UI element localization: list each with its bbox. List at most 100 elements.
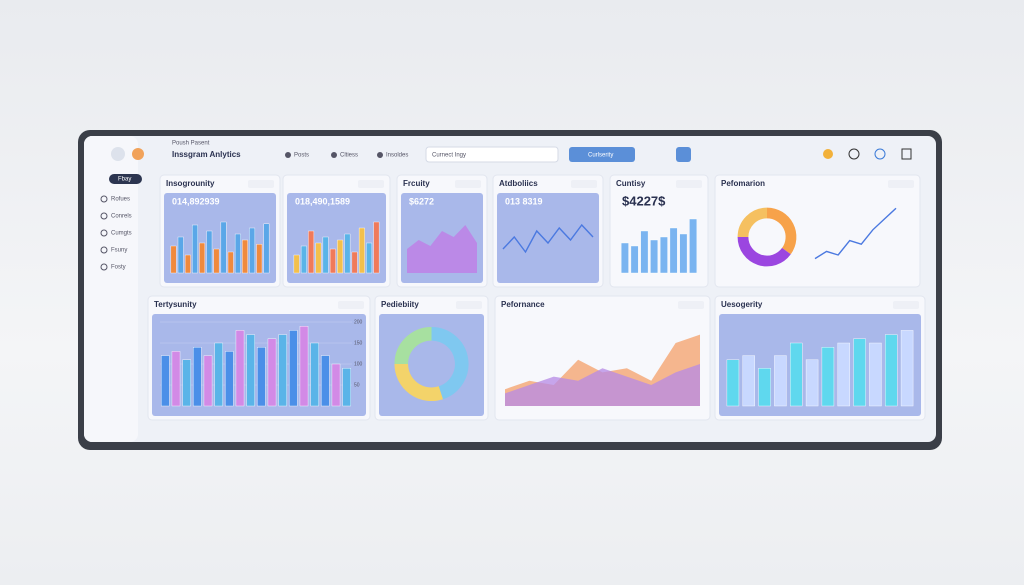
nav-item[interactable]: Insoldes <box>386 153 408 159</box>
bar <box>689 218 698 274</box>
bar <box>351 251 358 274</box>
settings-icon[interactable] <box>901 148 912 160</box>
bar <box>900 330 914 407</box>
bar <box>853 338 866 407</box>
bar <box>203 355 213 407</box>
panel-title: Pefomarion <box>721 179 765 188</box>
notify-icon[interactable] <box>874 148 886 160</box>
bar <box>308 230 315 274</box>
sidebar-icon <box>100 212 108 220</box>
sidebar-icon <box>100 246 108 254</box>
sidebar-badge[interactable] <box>109 174 142 184</box>
bar <box>177 236 184 274</box>
chart-area <box>164 193 276 283</box>
panel-title: Insogrounity <box>166 179 215 188</box>
bar <box>321 355 330 407</box>
bar <box>322 236 329 274</box>
donut-segment <box>394 363 443 402</box>
bar <box>669 227 678 274</box>
panel-title: Frcuity <box>403 179 430 188</box>
bar <box>227 251 234 274</box>
sidebar-item[interactable]: Cumgts <box>111 231 132 237</box>
panel-menu[interactable] <box>248 180 274 188</box>
star-icon[interactable] <box>823 149 833 159</box>
bar <box>170 245 177 274</box>
bar <box>171 351 181 407</box>
kpi-value: $6272 <box>409 196 434 206</box>
bar <box>184 254 191 274</box>
bar <box>679 233 688 274</box>
y-tick-label: 150 <box>354 340 363 346</box>
bar <box>342 368 351 407</box>
bar <box>182 359 191 407</box>
panel-title: Tertysunity <box>154 300 197 309</box>
panel-menu[interactable] <box>678 301 704 309</box>
sidebar-item[interactable]: Rofues <box>111 197 130 203</box>
bar <box>774 355 787 407</box>
bar <box>246 334 255 407</box>
bar <box>242 239 248 274</box>
search-text: Curnect Ingy <box>432 153 466 159</box>
nav-item[interactable]: Cltiess <box>340 153 358 159</box>
area <box>505 364 700 406</box>
bar <box>256 243 263 274</box>
back-button[interactable] <box>111 147 125 161</box>
sidebar-item[interactable]: Conrels <box>111 214 132 220</box>
chart-area <box>497 193 599 283</box>
donut-segment <box>737 236 791 267</box>
bar <box>225 351 234 407</box>
bar <box>234 233 241 274</box>
panel-menu[interactable] <box>456 301 482 309</box>
app-title: Inssgram Anlytics <box>172 150 241 159</box>
kpi-value: 018,490,1589 <box>295 196 350 206</box>
bar <box>869 342 882 407</box>
bar <box>213 248 220 274</box>
panel-menu[interactable] <box>571 180 597 188</box>
bar <box>206 230 213 274</box>
primary-button-text: Curlserity <box>588 153 613 159</box>
sidebar <box>84 136 138 442</box>
bar <box>235 330 245 407</box>
panel-menu[interactable] <box>676 180 702 188</box>
help-icon[interactable] <box>848 148 860 160</box>
bar <box>726 359 740 407</box>
search-box[interactable] <box>425 146 559 163</box>
bar <box>620 242 629 274</box>
bar <box>659 236 668 274</box>
y-tick-label: 50 <box>354 382 360 388</box>
bar <box>199 242 206 274</box>
bar <box>278 334 287 407</box>
panel-menu[interactable] <box>455 180 481 188</box>
logo <box>132 148 144 160</box>
donut-segment <box>766 207 797 255</box>
sidebar-item[interactable]: Fosty <box>111 265 126 271</box>
bar <box>331 363 341 407</box>
sidebar-item[interactable]: Fsuny <box>111 248 127 254</box>
panel-title: Uesogerity <box>721 300 763 309</box>
icon-button[interactable] <box>676 147 691 162</box>
panel-title: Pefornance <box>501 300 545 309</box>
bar <box>337 239 344 274</box>
panel-title: Pediebiity <box>381 300 419 309</box>
bar <box>299 326 309 407</box>
primary-button[interactable] <box>569 147 635 162</box>
kpi-value: 014,892939 <box>172 196 220 206</box>
panel-title: Cuntisy <box>616 179 646 188</box>
subtitle: Poush Pasent <box>172 141 210 147</box>
bar <box>885 334 898 407</box>
bar <box>192 224 198 274</box>
bar <box>805 359 819 407</box>
nav-icon <box>285 152 291 158</box>
panel-menu[interactable] <box>358 180 384 188</box>
bar <box>300 245 307 274</box>
bar <box>310 342 319 407</box>
nav-item[interactable]: Posts <box>294 153 309 159</box>
bar <box>214 342 223 407</box>
bar <box>193 347 202 407</box>
bar <box>267 338 277 407</box>
panel-menu[interactable] <box>893 301 919 309</box>
bar <box>373 221 380 274</box>
sidebar-badge-text: Fbay <box>118 177 131 183</box>
panel-menu[interactable] <box>888 180 914 188</box>
panel-menu[interactable] <box>338 301 364 309</box>
